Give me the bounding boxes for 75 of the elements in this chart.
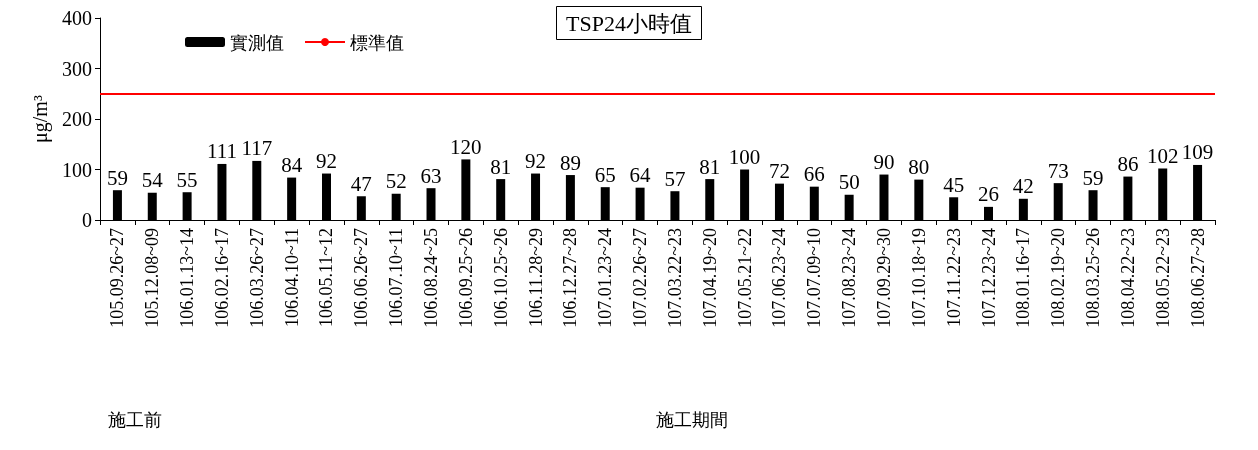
data-label: 59 [1082,165,1104,190]
x-tick-label: 106.04.10~11 [281,228,302,328]
x-tick-label: 107.06.23~24 [769,228,790,328]
data-label: 50 [838,170,860,195]
x-tick-label: 106.05.11~12 [316,228,337,328]
data-label: 81 [490,154,512,179]
x-tick-label: 108.06.27~28 [1187,228,1208,328]
x-tick-label: 106.11.28~29 [525,228,546,328]
y-tick-label: 0 [82,209,92,231]
x-tick-label: 107.12.23~24 [978,228,999,328]
x-tick-label: 106.06.26~27 [351,228,372,328]
x-tick-label: 107.10.18~19 [908,228,929,328]
x-tick-label: 108.01.16~17 [1013,228,1034,328]
x-tick-label: 107.01.23~24 [595,228,616,328]
chart-title: TSP24小時值 [566,10,692,36]
data-label: 45 [943,172,965,197]
x-tick-label: 107.09.29~30 [873,228,894,328]
legend-label: 實測值 [230,31,284,53]
data-label: 86 [1117,152,1139,177]
x-tick-label: 107.07.09~10 [804,228,825,328]
data-label: 64 [629,163,652,188]
x-tick-label: 106.12.27~28 [560,228,581,328]
x-tick-label: 108.04.22~23 [1117,228,1138,328]
x-tick-label: 108.02.19~20 [1048,228,1069,328]
x-tick-label: 107.04.19~20 [699,228,720,328]
data-label: 90 [873,150,895,175]
x-tick-label: 107.05.21~22 [734,228,755,328]
data-label: 117 [241,136,273,161]
x-tick-label: 106.02.16~17 [211,228,232,328]
data-label: 42 [1012,174,1034,199]
data-label: 92 [315,149,337,174]
data-label: 73 [1047,158,1069,183]
data-label: 89 [559,150,581,175]
data-label: 47 [350,171,372,196]
x-tick-label: 107.08.23~24 [839,228,860,328]
data-label: 80 [908,155,930,180]
y-tick-label: 100 [62,158,92,181]
y-tick-label: 400 [62,7,92,29]
data-label: 26 [978,182,1000,207]
x-tick-label: 107.03.22~23 [664,228,685,328]
x-tick-label: 106.07.10~11 [386,228,407,328]
x-tick-label: 105.09.26~27 [107,228,128,328]
data-label: 55 [176,167,198,192]
y-tick-label: 300 [62,57,92,80]
data-label: 57 [664,166,686,191]
text: 施工前 [107,408,162,430]
x-tick-label: 108.05.22~23 [1152,228,1173,328]
x-tick-label: 106.09.25~26 [455,228,476,328]
x-tick-label: 106.03.26~27 [246,228,267,328]
legend-label: 標準值 [350,31,404,53]
x-tick-label: 106.01.13~14 [177,228,198,328]
data-label: 52 [385,169,407,194]
data-label: 63 [420,163,442,188]
x-tick-label: 106.08.24~25 [421,228,442,328]
x-tick-label: 108.03.25~26 [1083,228,1104,328]
x-tick-label: 107.11.22~23 [943,228,964,328]
data-label: 111 [206,139,237,164]
data-label: 65 [594,162,616,187]
data-label: 81 [699,154,721,179]
x-tick-label: 107.02.26~27 [630,228,651,328]
y-tick-label: 200 [62,108,92,130]
x-tick-label: 106.10.25~26 [490,228,511,328]
data-label: 84 [281,153,303,178]
data-label: 100 [728,145,761,169]
text: 施工期間 [656,408,729,430]
data-label: 72 [768,159,790,184]
y-axis-title: μg/m³ [29,95,52,143]
data-label: 66 [803,162,825,187]
x-tick-label: 105.12.08~09 [142,228,163,328]
data-label: 54 [141,168,164,193]
data-label: 59 [106,165,128,190]
data-label: 102 [1146,143,1179,168]
data-label: 92 [525,149,547,174]
data-label: 120 [450,134,482,159]
data-label: 109 [1181,140,1214,165]
